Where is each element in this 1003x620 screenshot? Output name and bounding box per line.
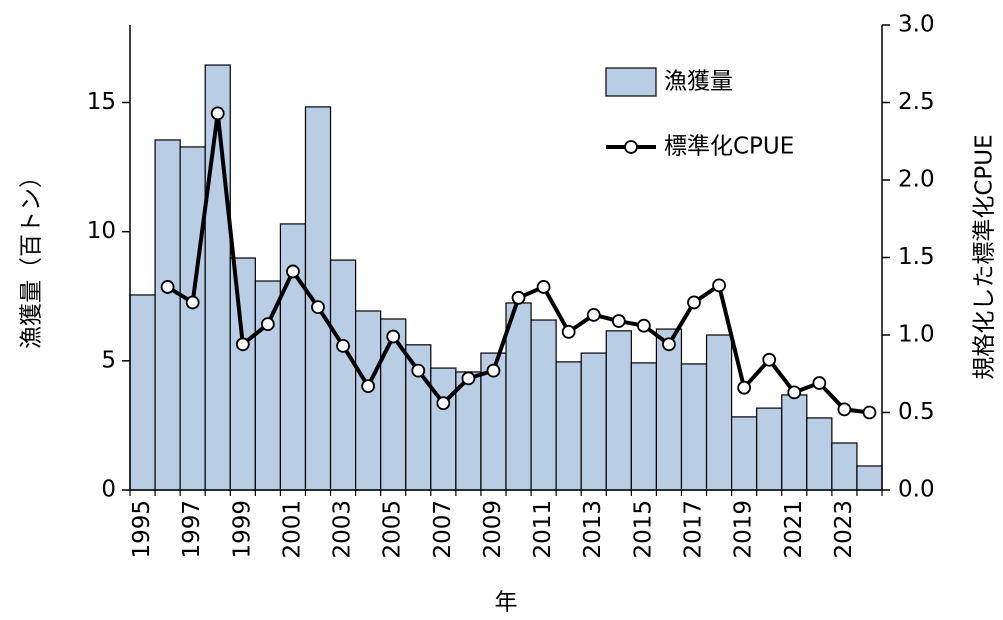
marker (436, 396, 451, 411)
y2-tick-label: 0.0 (898, 477, 935, 503)
bar (756, 407, 783, 491)
y2-tick-label: 3.0 (898, 12, 935, 38)
bar (730, 416, 758, 491)
marker (286, 264, 300, 279)
bar (229, 257, 256, 491)
x-tick-label: 2001 (279, 500, 305, 559)
marker (862, 405, 877, 420)
x-tick-label: 2007 (430, 500, 456, 559)
marker (461, 371, 476, 386)
marker (486, 363, 501, 378)
bar (530, 319, 557, 491)
marker (737, 380, 752, 395)
marker (712, 278, 726, 293)
y2-tick-label: 0.5 (898, 399, 935, 425)
x-tick-label: 1999 (229, 500, 255, 559)
x-tick-label: 2023 (831, 500, 857, 559)
y-tick-label: 10 (87, 218, 116, 244)
bar (154, 139, 181, 491)
marker (386, 329, 401, 344)
marker (336, 338, 350, 353)
x-tick-label: 2017 (681, 500, 707, 559)
marker (260, 317, 275, 332)
marker (536, 280, 551, 294)
y-tick-label: 0 (101, 477, 116, 503)
bar (179, 146, 206, 491)
y2-tick-label: 1.0 (898, 322, 935, 348)
marker (662, 337, 676, 352)
x-tick-label: 2011 (530, 500, 556, 559)
bar (831, 442, 858, 491)
bar (580, 352, 607, 491)
marker (511, 290, 526, 305)
marker (687, 295, 701, 310)
bar (204, 64, 231, 491)
bar (806, 417, 833, 491)
bar (856, 465, 883, 491)
bar (304, 106, 332, 491)
marker (787, 385, 802, 400)
bar (605, 330, 632, 491)
y2-axis-label: 規格化した標準化CPUE (972, 134, 998, 379)
bar (505, 302, 532, 491)
bar (781, 394, 808, 491)
bar (254, 280, 281, 491)
x-tick-label: 2015 (630, 500, 656, 559)
marker (160, 280, 175, 294)
x-tick-label: 2013 (580, 500, 606, 559)
marker (611, 314, 626, 328)
y2-tick-label: 1.5 (898, 244, 935, 270)
marker (361, 379, 376, 394)
x-tick-label: 2009 (480, 500, 506, 559)
legend-marker (624, 140, 638, 154)
legend-label: 漁獲量 (664, 69, 733, 95)
marker (812, 376, 827, 390)
y2-tick-label: 2.0 (898, 167, 935, 193)
marker (762, 352, 777, 367)
bar (129, 294, 156, 491)
bar (279, 223, 307, 491)
marker (837, 402, 852, 417)
x-tick-label: 1997 (179, 500, 205, 559)
x-tick-label: 2003 (330, 500, 356, 559)
marker (561, 324, 576, 339)
bar (555, 361, 582, 491)
marker (311, 300, 325, 315)
y-axis-label: 漁獲量（百トン） (19, 165, 45, 349)
bar (355, 310, 382, 491)
x-axis-label: 年 (495, 590, 518, 616)
y-tick-label: 15 (87, 89, 116, 115)
marker (185, 295, 200, 310)
y2-tick-label: 2.5 (898, 89, 935, 115)
marker (636, 318, 651, 333)
bar (380, 318, 407, 491)
marker (210, 106, 225, 121)
x-tick-label: 2019 (731, 500, 757, 559)
bar (680, 363, 708, 491)
x-tick-label: 1995 (129, 500, 155, 559)
marker (411, 363, 426, 378)
y-tick-label: 5 (101, 347, 116, 373)
bar (430, 367, 457, 491)
marker (235, 337, 250, 352)
bar (329, 259, 357, 491)
bar (630, 362, 657, 491)
marker (586, 307, 601, 322)
legend-label: 標準化CPUE (664, 134, 794, 160)
x-tick-label: 2021 (781, 500, 807, 559)
bar (705, 334, 733, 491)
legend-swatch (605, 67, 657, 97)
x-tick-label: 2005 (380, 500, 406, 559)
bar (655, 328, 683, 491)
